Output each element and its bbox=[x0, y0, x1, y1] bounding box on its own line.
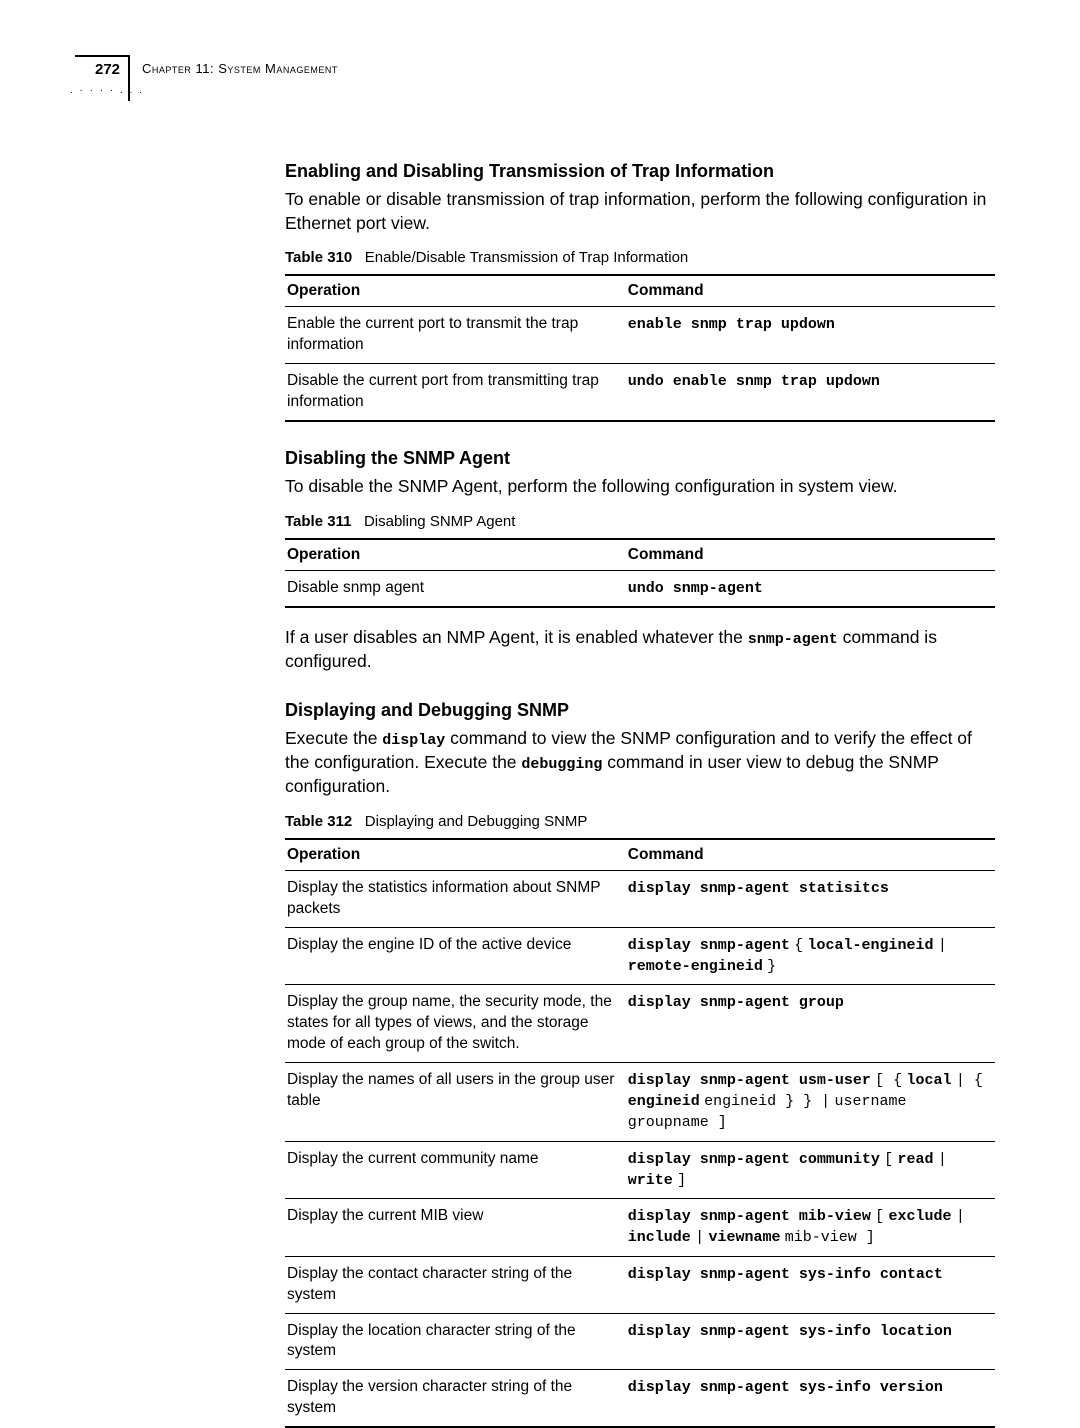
table-number: Table 312 bbox=[285, 813, 352, 830]
cell-command: display snmp-agent { local-engineid | re… bbox=[626, 927, 995, 985]
page-header: 272 Chapter 11: System Management bbox=[75, 55, 1020, 101]
cell-command: undo snmp-agent bbox=[626, 570, 995, 607]
cell-command: display snmp-agent usm-user [ { local | … bbox=[626, 1062, 995, 1141]
table-number: Table 311 bbox=[285, 513, 351, 530]
table-display-debug: Operation Command Display the statistics… bbox=[285, 838, 995, 1428]
col-header-command: Command bbox=[626, 839, 995, 871]
table-row: Display the contact character string of … bbox=[285, 1256, 995, 1313]
table-number: Table 310 bbox=[285, 249, 352, 266]
cell-command: display snmp-agent statisitcs bbox=[626, 870, 995, 927]
table-row: Display the statistics information about… bbox=[285, 870, 995, 927]
table-row: Display the current community namedispla… bbox=[285, 1141, 995, 1199]
cell-command: display snmp-agent community [ read | wr… bbox=[626, 1141, 995, 1199]
cell-command: undo enable snmp trap updown bbox=[626, 364, 995, 421]
table-row: Display the location character string of… bbox=[285, 1313, 995, 1370]
cell-operation: Enable the current port to transmit the … bbox=[285, 307, 626, 364]
table-row: Enable the current port to transmit the … bbox=[285, 307, 995, 364]
cell-operation: Display the statistics information about… bbox=[285, 870, 626, 927]
col-header-command: Command bbox=[626, 539, 995, 571]
body-text: Execute the display command to view the … bbox=[285, 727, 995, 799]
body-text: To enable or disable transmission of tra… bbox=[285, 188, 995, 235]
table-caption: Table 310 Enable/Disable Transmission of… bbox=[285, 249, 995, 266]
cell-operation: Display the contact character string of … bbox=[285, 1256, 626, 1313]
page-number: 272 bbox=[95, 61, 120, 78]
cell-operation: Display the current MIB view bbox=[285, 1199, 626, 1257]
decorative-dots: . · · · · . . . bbox=[70, 85, 144, 96]
body-text: To disable the SNMP Agent, perform the f… bbox=[285, 475, 995, 499]
col-header-operation: Operation bbox=[285, 539, 626, 571]
cell-operation: Display the version character string of … bbox=[285, 1370, 626, 1427]
table-trap: Operation Command Enable the current por… bbox=[285, 274, 995, 422]
cell-command: display snmp-agent sys-info contact bbox=[626, 1256, 995, 1313]
table-caption: Table 311 Disabling SNMP Agent bbox=[285, 513, 995, 530]
cell-command: display snmp-agent group bbox=[626, 985, 995, 1063]
body-text: If a user disables an NMP Agent, it is e… bbox=[285, 626, 995, 674]
cell-operation: Disable the current port from transmitti… bbox=[285, 364, 626, 421]
table-caption: Table 312 Displaying and Debugging SNMP bbox=[285, 813, 995, 830]
table-row: Display the names of all users in the gr… bbox=[285, 1062, 995, 1141]
section-heading-trap: Enabling and Disabling Transmission of T… bbox=[285, 161, 995, 182]
table-title: Disabling SNMP Agent bbox=[364, 513, 515, 530]
section-heading-disable-agent: Disabling the SNMP Agent bbox=[285, 448, 995, 469]
table-disable-agent: Operation Command Disable snmp agent und… bbox=[285, 538, 995, 608]
cell-command: display snmp-agent mib-view [ exclude | … bbox=[626, 1199, 995, 1257]
cell-operation: Display the location character string of… bbox=[285, 1313, 626, 1370]
table-row: Display the version character string of … bbox=[285, 1370, 995, 1427]
cell-command: enable snmp trap updown bbox=[626, 307, 995, 364]
cell-operation: Disable snmp agent bbox=[285, 570, 626, 607]
section-heading-display-debug: Displaying and Debugging SNMP bbox=[285, 700, 995, 721]
chapter-label: Chapter 11: System Management bbox=[142, 55, 338, 76]
cell-command: display snmp-agent sys-info version bbox=[626, 1370, 995, 1427]
cell-operation: Display the engine ID of the active devi… bbox=[285, 927, 626, 985]
col-header-operation: Operation bbox=[285, 275, 626, 307]
table-row: Disable the current port from transmitti… bbox=[285, 364, 995, 421]
main-content: Enabling and Disabling Transmission of T… bbox=[285, 161, 995, 1428]
cell-command: display snmp-agent sys-info location bbox=[626, 1313, 995, 1370]
cell-operation: Display the group name, the security mod… bbox=[285, 985, 626, 1063]
table-title: Displaying and Debugging SNMP bbox=[365, 813, 588, 830]
col-header-operation: Operation bbox=[285, 839, 626, 871]
table-row: Display the group name, the security mod… bbox=[285, 985, 995, 1063]
cell-operation: Display the current community name bbox=[285, 1141, 626, 1199]
cell-operation: Display the names of all users in the gr… bbox=[285, 1062, 626, 1141]
table-row: Disable snmp agent undo snmp-agent bbox=[285, 570, 995, 607]
table-title: Enable/Disable Transmission of Trap Info… bbox=[365, 249, 689, 266]
col-header-command: Command bbox=[626, 275, 995, 307]
page: 272 Chapter 11: System Management . · · … bbox=[0, 0, 1080, 1397]
table-row: Display the engine ID of the active devi… bbox=[285, 927, 995, 985]
table-row: Display the current MIB viewdisplay snmp… bbox=[285, 1199, 995, 1257]
